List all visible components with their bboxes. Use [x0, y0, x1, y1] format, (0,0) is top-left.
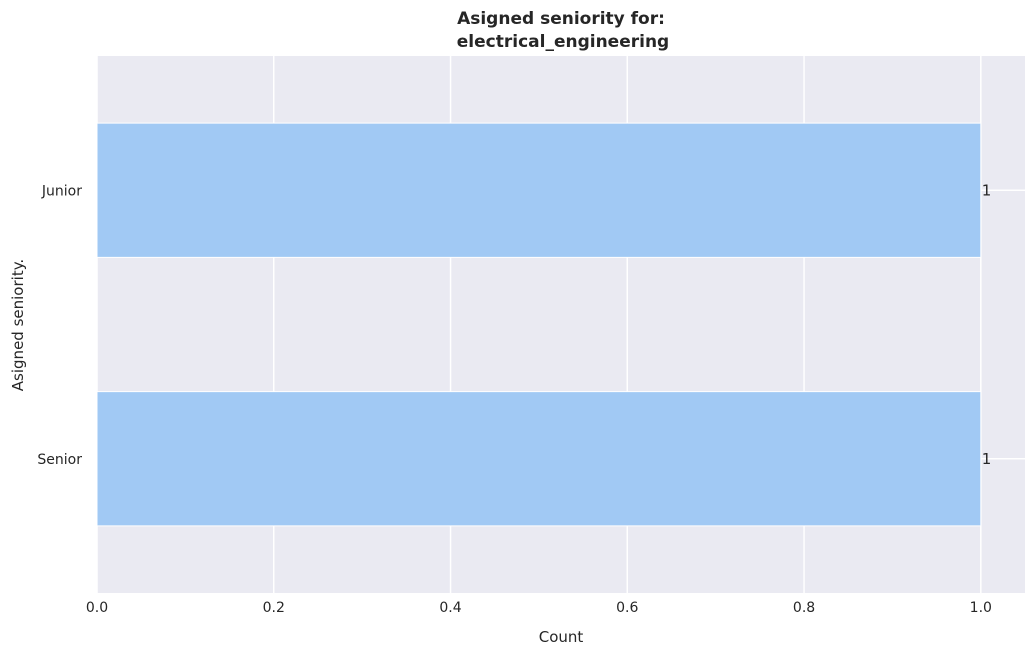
bar-value-label: 1: [982, 450, 992, 468]
x-tick-labels: 0.0 0.2 0.4 0.6 0.8 1.0: [86, 600, 992, 616]
bar-junior: [96, 122, 982, 258]
y-tick-label: Junior: [41, 183, 82, 199]
bar-senior: [96, 391, 982, 527]
y-axis-label: Asigned seniority.: [9, 259, 27, 391]
x-tick-label: 0.6: [616, 600, 638, 616]
x-tick-label: 0.8: [793, 600, 815, 616]
y-tick-label: Senior: [37, 452, 82, 468]
bars-layer: [96, 122, 982, 527]
x-tick-label: 0.0: [86, 600, 108, 616]
chart-title-line-1: Asigned seniority for:: [457, 9, 665, 29]
chart-title-line-2: electrical_engineering: [457, 32, 669, 52]
x-tick-label: 0.4: [439, 600, 461, 616]
y-tick-labels: Junior Senior: [37, 183, 82, 468]
x-axis-label: Count: [539, 628, 584, 646]
x-tick-label: 0.2: [263, 600, 285, 616]
labels-layer: 11: [982, 181, 992, 468]
bar-value-label: 1: [982, 181, 992, 199]
x-tick-label: 1.0: [970, 600, 992, 616]
